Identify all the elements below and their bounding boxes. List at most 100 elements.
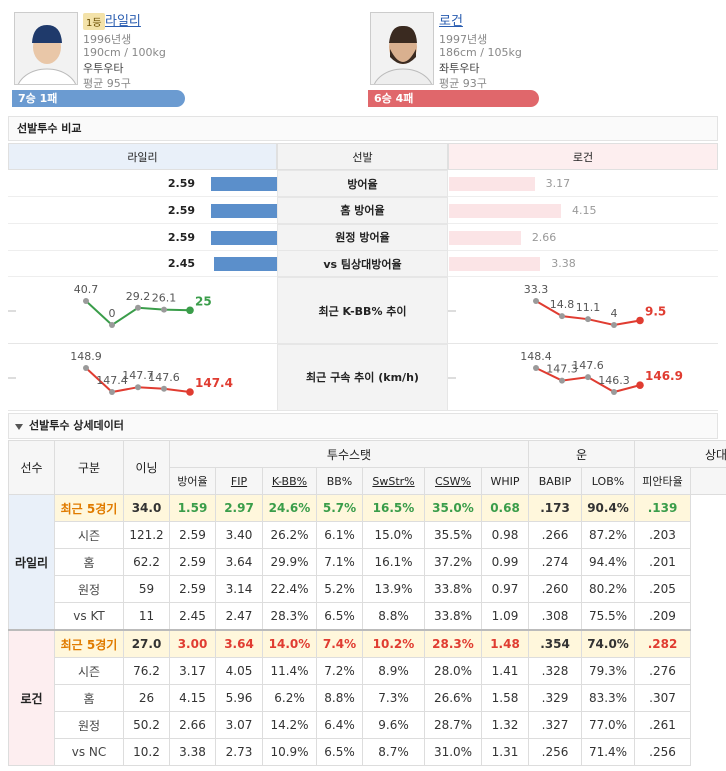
trend-point [533,364,539,371]
stat-cell: .354 [528,629,582,658]
right-cell: 4.15 [448,197,718,224]
stat-cell: 1.31 [481,738,529,766]
stat-cell: 9.6% [362,711,425,739]
player-body: 186cm / 105kg [439,45,522,59]
trend-value: 0 [109,307,116,320]
stat-cell: 8.8% [316,684,363,712]
trend-point [186,387,194,396]
column-header: CSW% [424,467,482,495]
stat-cell: 7.3% [362,684,425,712]
detail-table: 선수 구분 이닝 투수스탯 운 상대 방어율 FIP K-BB% BB% SwStr% CSW% WHI… [8,440,726,766]
column-header: LOB% [580,467,636,495]
player-body: 190cm / 100kg [83,45,166,59]
collapse-icon[interactable] [14,422,24,432]
column-header: BB% [316,467,363,495]
left-cell: 2.59 [8,224,277,251]
stat-cell: 3.64 [215,548,263,576]
trend-value: 147.6 [572,359,604,372]
stat-cell: 15.0% [362,521,425,549]
stat-cell: 16.5% [362,494,425,522]
trend-point [559,377,565,384]
data-row: 시즌 121.2 2.59 3.40 26.2% 6.1% 15.0% 35.5% 0.98.2… [9,521,726,549]
player-pitches: 평균 93구 [439,76,487,90]
right-cell: 3.17 [448,170,718,197]
left-cell: 2.59 [8,170,277,197]
stat-cell: .201 [634,548,692,576]
stat-cell: 3.00 [169,629,216,658]
stat-cell: 2.66 [169,711,216,739]
stat-cell: 3.14 [215,575,263,603]
trend-point [83,364,89,371]
trend-cell: 33.3 14.8 11.1 4 9.5 [448,277,718,344]
stat-cell: .276 [634,657,692,685]
stat-cell: 28.3% [262,602,317,631]
data-row: vs NC 10.2 3.38 2.73 10.9% 6.5% 8.7% 31.0% 1.31.… [9,738,726,766]
stat-cell: 35.5% [424,521,482,549]
triangle [15,424,23,430]
cap [32,25,62,43]
stat-cell: 2.59 [169,575,216,603]
stat-cell: .327 [528,711,582,739]
column-header: SwStr% [362,467,425,495]
data-row: 홈 26 4.15 5.96 6.2% 8.8% 7.3% 26.6% 1.58.329 83.3… [9,684,726,712]
row-label: 홈 [54,684,124,712]
stat-cell: 76.2 [123,657,170,685]
stat-cell: 6.5% [316,602,363,631]
left-value: 2.59 [167,203,195,217]
stat-cell: 7.1% [316,548,363,576]
player-name[interactable]: 라일리 [105,14,141,29]
stat-cell: 2.73 [215,738,263,766]
stat-cell: 7.4% [316,629,363,658]
stat-cell: 79.3% [580,657,636,685]
stat-cell: 94.4% [580,548,636,576]
fixed-header: 구분 [54,440,124,495]
trend-value: 29.2 [126,290,151,303]
trend-value: 147.6 [148,370,180,383]
row-label: 최근 5경기 [54,629,124,658]
trend-point [186,306,194,315]
stat-cell: .308 [528,602,582,631]
stat-cell: 5.7% [316,494,363,522]
stat-cell: 10.9% [262,738,317,766]
trend-value: 11.1 [576,301,601,314]
stat-cell: 6.1% [316,521,363,549]
stat-cell: 62.2 [123,548,170,576]
trend-cell: 148.4 147.3 147.6 146.3 146.9 [448,344,718,411]
trend-value: 148.4 [520,350,552,363]
trend-value: 146.3 [598,374,630,387]
stat-cell: 33.8% [424,575,482,603]
stat-cell: 1.59 [169,494,216,522]
trend-point [135,383,141,390]
stat-cell: .139 [634,494,692,522]
stat-cell: 80.2% [580,575,636,603]
data-row: 원정 50.2 2.66 3.07 14.2% 6.4% 9.6% 28.7% 1.32.327… [9,711,726,739]
data-row: 시즌 76.2 3.17 4.05 11.4% 7.2% 8.9% 28.0% 1.41.328… [9,657,726,685]
player-hand: 좌투우타 [439,62,480,75]
right-cell: 2.66 [448,224,718,251]
stat-cell: 1.32 [481,711,529,739]
shoulders [18,68,76,84]
stat-cell: 3.07 [215,711,263,739]
left-bar [210,177,277,191]
player-photo [370,12,434,85]
trend-point [636,380,644,389]
fixed-header: 이닝 [123,440,170,495]
group-header: 투수스탯 [169,440,529,468]
row-label: 최근 5경기 [54,494,124,522]
trend-point [109,388,115,395]
rank-badge: 1등 [83,13,105,30]
player-name[interactable]: 로건 [439,14,463,29]
stat-cell: 121.2 [123,521,170,549]
left-value: 2.59 [167,230,195,244]
group-header: 운 [527,440,636,468]
header-row: 방어율 FIP K-BB% BB% SwStr% CSW% WHIP BABIP LOB% 피안타… [9,467,726,495]
comparison-header: 로건 [448,143,718,170]
stat-cell: 14.2% [262,711,317,739]
stat-cell: 7.2% [316,657,363,685]
stat-cell: 34.0 [123,494,170,522]
left-value: 2.59 [167,177,195,190]
trend-point [161,306,167,313]
beard [390,49,416,64]
left-cell: 2.59 [8,197,277,224]
